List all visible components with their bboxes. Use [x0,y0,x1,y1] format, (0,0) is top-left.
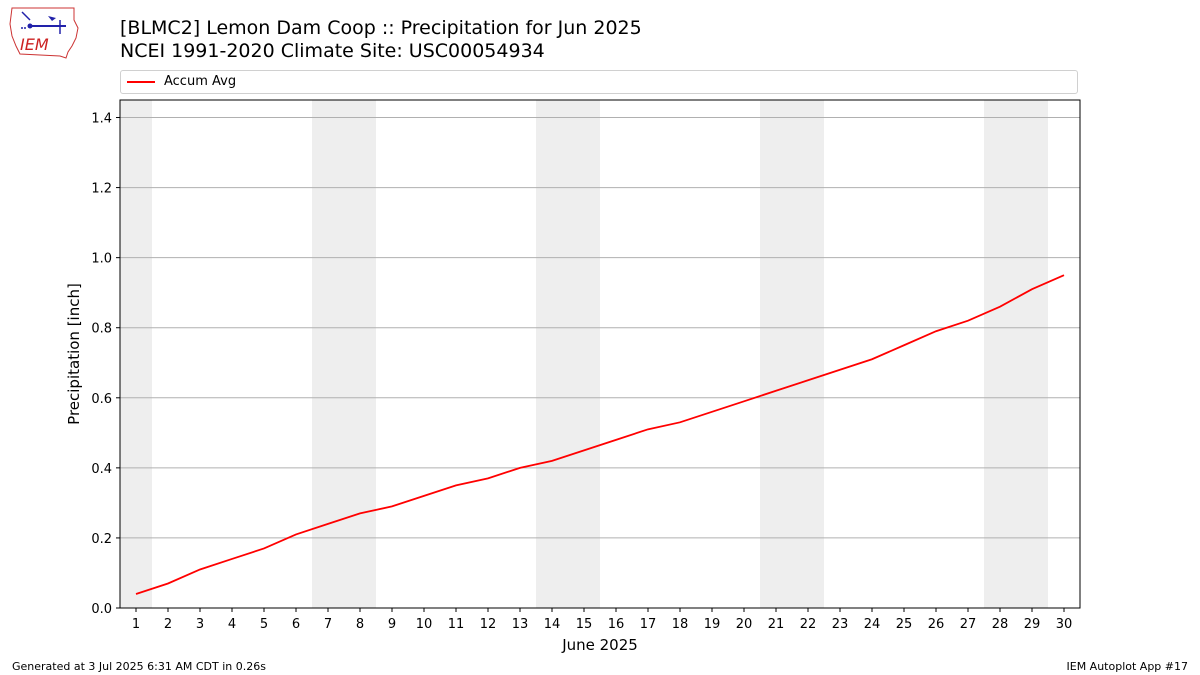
x-tick-label-16: 17 [640,617,657,632]
x-tick-label-17: 18 [672,617,689,632]
y-axis-label: Precipitation [inch] [65,283,83,425]
y-tick-label-5: 1.0 [91,252,112,267]
x-tick-label-23: 24 [864,617,881,632]
weekend-shading [120,100,1048,608]
y-tick-label-0: 0.0 [91,602,112,617]
x-tick-label-12: 13 [512,617,529,632]
x-tick-label-10: 11 [448,617,465,632]
series-line-0 [135,274,1065,595]
y-tick-label-1: 0.2 [91,532,112,547]
app-label: IEM Autoplot App #17 [1066,660,1189,673]
y-tick-label-2: 0.4 [91,462,112,477]
y-tick-label-6: 1.2 [91,182,112,197]
x-tick-label-24: 25 [896,617,913,632]
weekend-band-3 [760,100,824,608]
x-tick-label-26: 27 [960,617,977,632]
x-tick-label-8: 9 [388,617,396,632]
x-tick-label-19: 20 [736,617,753,632]
x-tick-label-6: 7 [324,617,332,632]
legend: Accum Avg [120,70,1078,94]
x-axis-label: June 2025 [561,636,638,654]
x-tick-label-11: 12 [480,617,497,632]
x-tick-label-4: 5 [260,617,268,632]
weekend-band-4 [984,100,1048,608]
y-tick-label-7: 1.4 [91,112,112,127]
weekend-band-1 [312,100,376,608]
axes: 0.00.20.40.60.81.01.21.41 2 3 4 5 6 7 8 9 10 11 12 1… [91,112,1072,632]
x-tick-label-25: 26 [928,617,945,632]
x-tick-label-15: 16 [608,617,625,632]
x-tick-label-29: 30 [1056,617,1073,632]
iem-logo: IEM [9,7,79,59]
x-tick-label-22: 23 [832,617,849,632]
x-tick-label-3: 4 [228,617,236,632]
plot-frame [119,99,1081,609]
x-tick-label-2: 3 [196,617,204,632]
x-tick-label-13: 14 [544,617,561,632]
legend-swatch [127,81,155,83]
x-tick-label-14: 15 [576,617,593,632]
logo-text: IEM [20,35,49,54]
x-tick-label-5: 6 [292,617,300,632]
x-tick-label-7: 8 [356,617,364,632]
weekend-band-2 [536,100,600,608]
x-tick-label-18: 19 [704,617,721,632]
chart-subtitle: NCEI 1991-2020 Climate Site: USC00054934 [120,40,545,62]
weekend-band-0 [120,100,152,608]
x-tick-label-0: 1 [132,617,140,632]
series-layer [135,274,1065,595]
generated-timestamp: Generated at 3 Jul 2025 6:31 AM CDT in 0… [12,660,266,673]
x-tick-label-9: 10 [416,617,433,632]
x-tick-label-20: 21 [768,617,785,632]
x-tick-label-28: 29 [1024,617,1041,632]
grid-lines [120,117,1080,609]
y-tick-label-3: 0.6 [91,392,112,407]
chart-title: [BLMC2] Lemon Dam Coop :: Precipitation … [120,17,642,39]
x-tick-label-1: 2 [164,617,172,632]
y-tick-label-4: 0.8 [91,322,112,337]
legend-label: Accum Avg [164,74,237,89]
x-tick-label-27: 28 [992,617,1009,632]
x-tick-label-21: 22 [800,617,817,632]
